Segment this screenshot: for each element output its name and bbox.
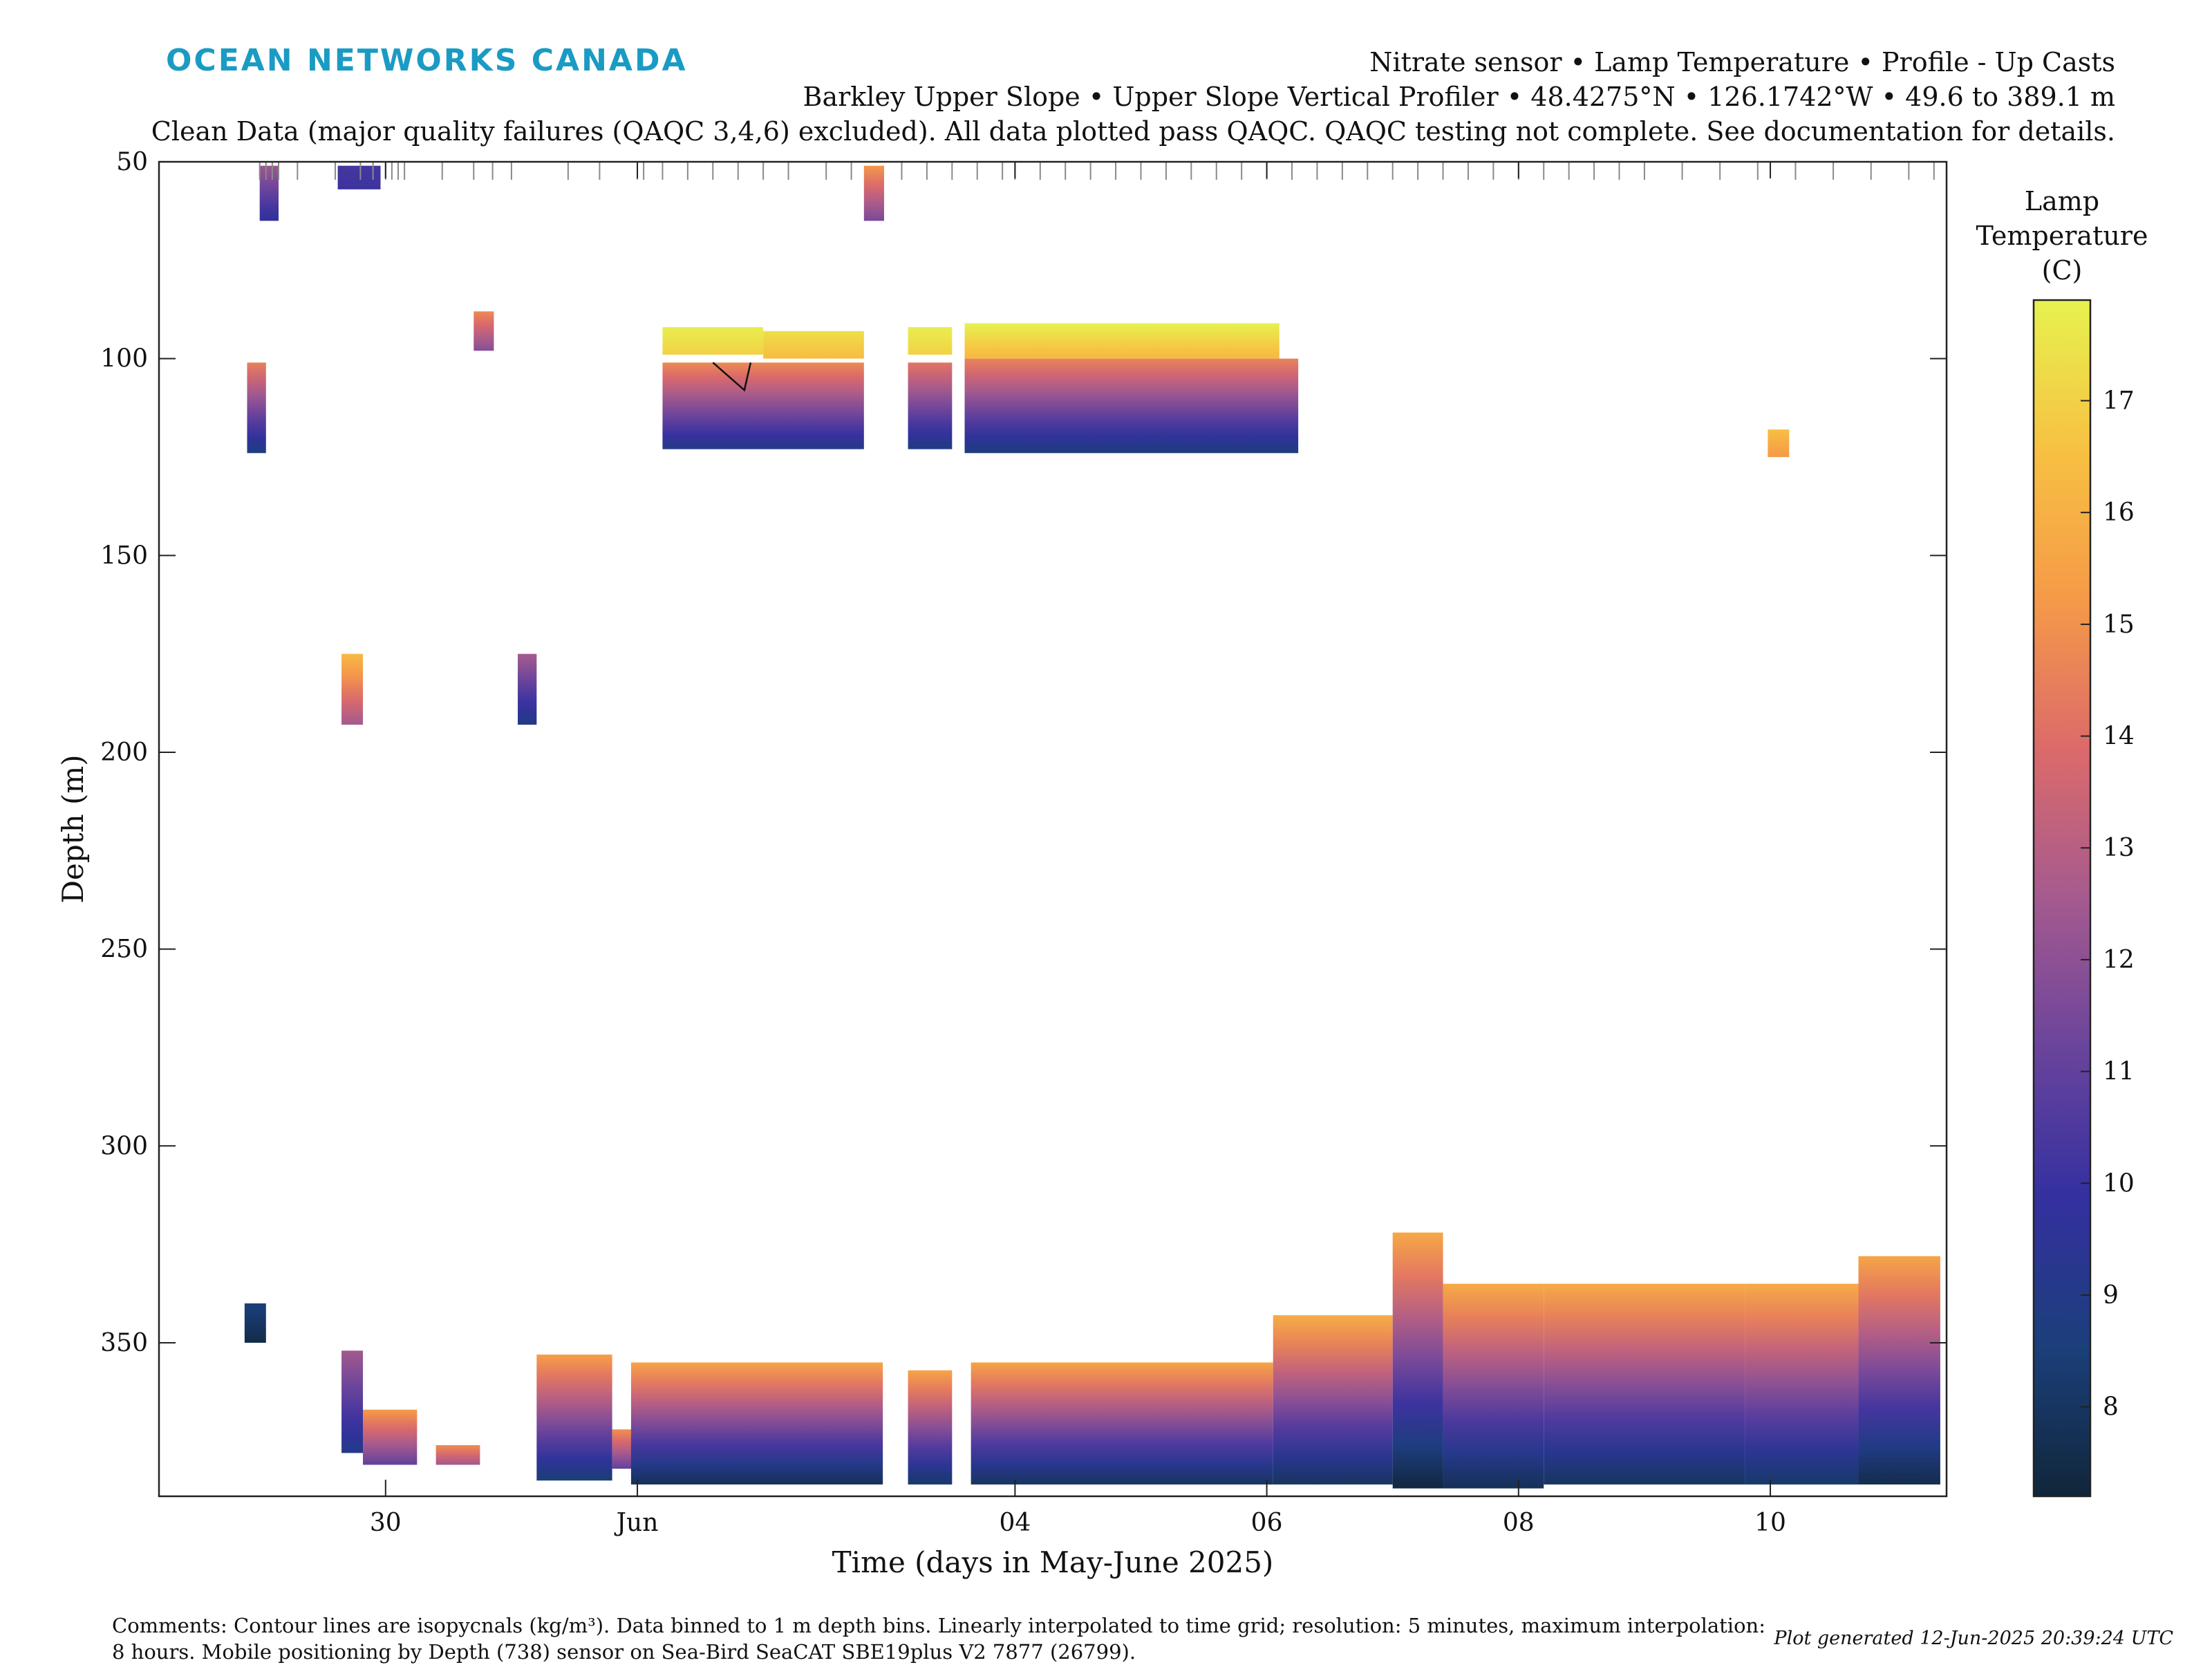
plot-frame bbox=[158, 160, 1948, 1498]
ocean-networks-canada-logo: OCEAN NETWORKS CANADA bbox=[166, 43, 688, 78]
heatmap-patch bbox=[1392, 1232, 1443, 1489]
colorbar-tick-label: 9 bbox=[2103, 1281, 2119, 1310]
heatmap-patch bbox=[964, 323, 1280, 359]
heatmap-patch bbox=[1443, 1283, 1544, 1489]
heatmap-patch bbox=[341, 1350, 364, 1453]
colorbar: 8 9 10 11 12 13 14 15 16 17 Lamp Temperature (C) bbox=[1976, 186, 2148, 1498]
heatmap-patch bbox=[662, 327, 764, 355]
heatmap-patch bbox=[863, 165, 884, 221]
colorbar-label: Lamp bbox=[2025, 186, 2099, 216]
colorbar-tick-label: 10 bbox=[2103, 1169, 2135, 1198]
plot-generated-timestamp: Plot generated 12-Jun-2025 20:39:24 UTC bbox=[1774, 1628, 2173, 1649]
heatmap-patch bbox=[341, 653, 364, 725]
y-axis-label: Depth (m) bbox=[56, 754, 90, 903]
colorbar-tick-label: 16 bbox=[2103, 499, 2135, 527]
heatmap-patch bbox=[259, 165, 279, 221]
heatmap-patch bbox=[1768, 429, 1790, 457]
heatmap-patch bbox=[474, 311, 494, 351]
colorbar-tick-label: 13 bbox=[2103, 834, 2135, 862]
x-tick-label: 30 bbox=[370, 1509, 402, 1537]
heatmap-patch bbox=[971, 1362, 1273, 1485]
heatmap-patch bbox=[1273, 1315, 1393, 1485]
x-tick-label: Jun bbox=[614, 1509, 659, 1537]
x-tick-label: 04 bbox=[999, 1509, 1031, 1537]
x-tick-label: 08 bbox=[1503, 1509, 1535, 1537]
colorbar-tick-label: 8 bbox=[2103, 1393, 2119, 1422]
y-tick-label: 300 bbox=[100, 1132, 148, 1160]
comments-line-1: Comments: Contour lines are isopycnals (… bbox=[112, 1614, 1765, 1637]
colorbar-label: (C) bbox=[2042, 255, 2083, 286]
heatmap-patch bbox=[247, 362, 266, 454]
heatmap-patch bbox=[536, 1355, 612, 1481]
heatmap-patch bbox=[908, 327, 953, 355]
heatmap-patch bbox=[763, 331, 864, 359]
heatmap-patch bbox=[363, 1409, 418, 1465]
comments: Comments: Contour lines are isopycnals (… bbox=[112, 1612, 1840, 1665]
y-tick-label: 50 bbox=[116, 148, 148, 176]
colorbar-tick-label: 11 bbox=[2103, 1058, 2135, 1086]
heatmap-patch bbox=[630, 1362, 883, 1485]
chart-title-line-2: Barkley Upper Slope • Upper Slope Vertic… bbox=[803, 82, 2115, 112]
heatmap-patch bbox=[337, 165, 381, 189]
heatmap-patch bbox=[435, 1444, 480, 1465]
isopycnal-contour bbox=[712, 362, 752, 392]
heatmap-patch bbox=[964, 358, 1299, 454]
colorbar-gradient bbox=[2032, 299, 2092, 1498]
heatmap-patch bbox=[662, 362, 864, 449]
y-tick-label: 150 bbox=[100, 541, 148, 570]
x-tick-label: 10 bbox=[1754, 1509, 1786, 1537]
heatmap-patches bbox=[244, 165, 1940, 1489]
y-tick-label: 100 bbox=[100, 345, 148, 373]
isopycnal-contours bbox=[712, 362, 752, 392]
heatmap-patch bbox=[518, 653, 537, 725]
chart-title-line-3: Clean Data (major quality failures (QAQC… bbox=[151, 116, 2115, 147]
y-tick-label: 350 bbox=[100, 1329, 148, 1357]
colorbar-tick-label: 14 bbox=[2103, 723, 2135, 751]
heatmap-patch bbox=[1745, 1283, 1859, 1485]
chart-title-line-1: Nitrate sensor • Lamp Temperature • Prof… bbox=[1369, 47, 2115, 77]
colorbar-tick-label: 12 bbox=[2103, 946, 2135, 974]
x-axis-label: Time (days in May-June 2025) bbox=[832, 1545, 1274, 1579]
comments-line-2: 8 hours. Mobile positioning by Depth (73… bbox=[112, 1640, 1136, 1664]
heatmap-patch bbox=[244, 1303, 266, 1343]
colorbar-tick-label: 15 bbox=[2103, 611, 2135, 639]
heatmap-patch bbox=[1544, 1283, 1745, 1485]
axes: 30 Jun 04 06 08 10 50 100 150 200 250 300 350 bbox=[100, 148, 1947, 1537]
x-tick-label: 06 bbox=[1251, 1509, 1283, 1537]
y-tick-label: 200 bbox=[100, 738, 148, 767]
y-tick-label: 250 bbox=[100, 936, 148, 964]
heatmap-patch bbox=[908, 1370, 953, 1485]
heatmap-patch bbox=[908, 362, 953, 449]
heatmap-patch bbox=[1858, 1256, 1940, 1485]
colorbar-tick-label: 17 bbox=[2103, 387, 2135, 416]
cast-marks bbox=[259, 162, 1935, 180]
colorbar-label: Temperature bbox=[1976, 221, 2148, 251]
